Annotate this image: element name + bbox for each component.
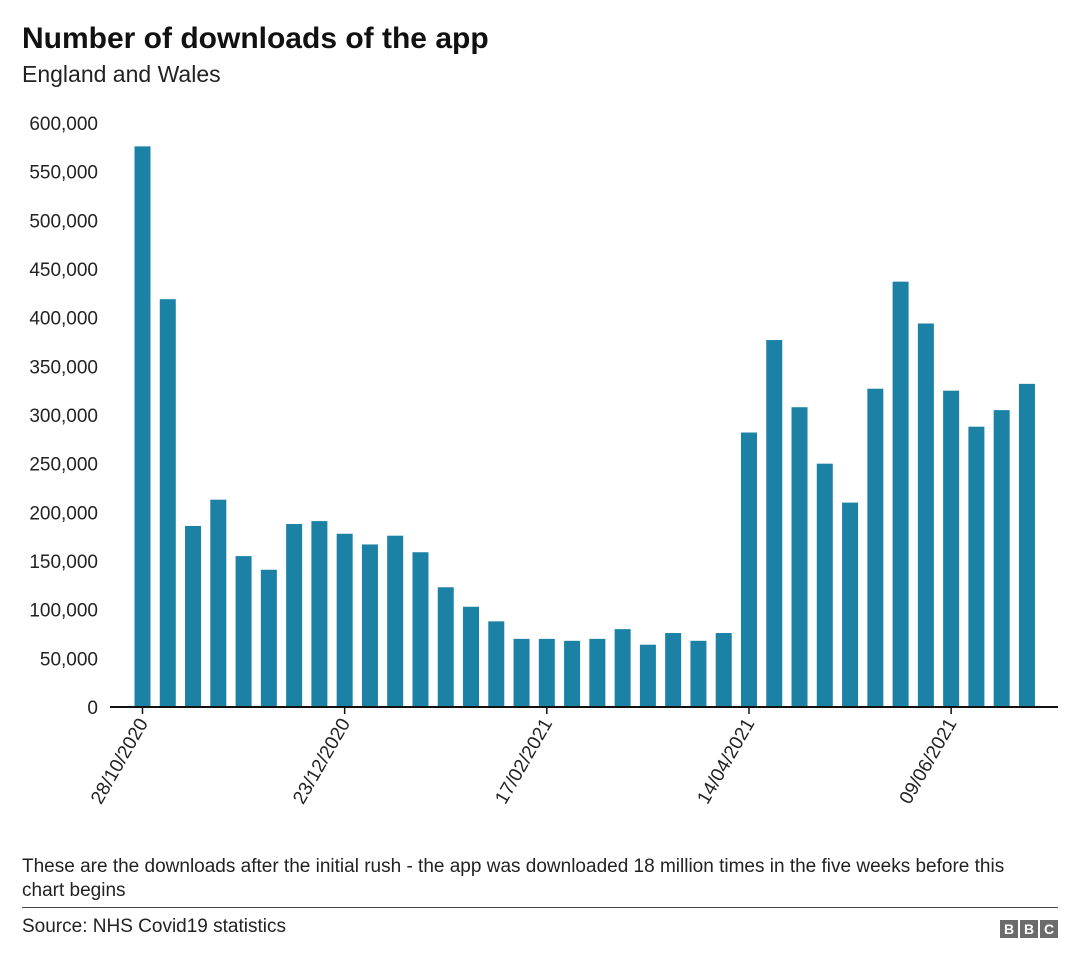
y-tick-label: 300,000 <box>29 406 98 427</box>
bar <box>412 552 429 707</box>
bar <box>134 146 151 708</box>
bar <box>917 323 934 707</box>
bar <box>867 388 884 707</box>
y-tick-label: 100,000 <box>29 601 98 622</box>
bar <box>159 299 176 707</box>
bar <box>1018 383 1035 707</box>
logo-letter: C <box>1040 920 1058 938</box>
bar <box>260 569 277 707</box>
bar <box>210 499 227 707</box>
bar <box>336 533 353 707</box>
bar <box>488 621 505 707</box>
bar <box>437 587 454 707</box>
bar <box>463 606 480 707</box>
bar <box>665 633 682 707</box>
bars <box>134 146 1035 708</box>
x-axis-ticks: 28/10/2020 23/12/2020 17/02/2021 14/04/2021… <box>87 707 961 808</box>
bar <box>993 410 1010 707</box>
bar <box>185 525 202 707</box>
bar <box>513 638 530 707</box>
y-tick-label: 350,000 <box>29 357 98 378</box>
x-tick-label: 09/06/2021 <box>896 715 962 808</box>
bar <box>766 340 783 707</box>
bar-chart: 0 50,000 100,000 150,000 200,000 250,000 300,0… <box>29 114 1058 808</box>
y-tick-label: 50,000 <box>40 649 98 670</box>
bar <box>892 281 909 707</box>
bar <box>311 521 328 707</box>
logo-letter: B <box>1020 920 1038 938</box>
y-tick-label: 550,000 <box>29 163 98 184</box>
y-tick-label: 250,000 <box>29 455 98 476</box>
bar <box>791 407 808 707</box>
bar <box>715 633 732 707</box>
bbc-logo: B B C <box>1000 920 1058 938</box>
y-tick-label: 200,000 <box>29 503 98 524</box>
y-tick-label: 0 <box>87 698 98 719</box>
y-tick-label: 150,000 <box>29 552 98 573</box>
chart-subtitle: England and Wales <box>22 61 221 87</box>
y-axis-ticks: 0 50,000 100,000 150,000 200,000 250,000 300,0… <box>29 114 98 719</box>
x-tick-label: 14/04/2021 <box>694 715 760 808</box>
y-tick-label: 400,000 <box>29 309 98 330</box>
source-text: Source: NHS Covid19 statistics <box>22 916 286 937</box>
bar <box>639 644 656 707</box>
y-tick-label: 450,000 <box>29 260 98 281</box>
x-tick-label: 23/12/2020 <box>289 715 355 808</box>
bar <box>842 502 859 707</box>
x-tick-label: 17/02/2021 <box>491 715 557 808</box>
bar <box>387 535 404 707</box>
bar <box>286 524 303 707</box>
y-tick-label: 600,000 <box>29 114 98 135</box>
bar <box>690 640 707 707</box>
chart-note: These are the downloads after the initia… <box>22 856 1005 901</box>
footer-divider <box>22 907 1058 908</box>
bar <box>943 390 960 707</box>
bar <box>361 544 378 707</box>
bar <box>816 463 833 707</box>
bar <box>589 638 606 707</box>
bar <box>740 432 757 707</box>
chart-title: Number of downloads of the app <box>22 22 489 55</box>
bar <box>614 629 631 707</box>
bar <box>235 556 252 707</box>
x-tick-label: 28/10/2020 <box>87 715 153 808</box>
y-tick-label: 500,000 <box>29 211 98 232</box>
bar <box>564 640 581 707</box>
bar <box>538 638 555 707</box>
bar <box>968 426 985 707</box>
logo-letter: B <box>1000 920 1018 938</box>
